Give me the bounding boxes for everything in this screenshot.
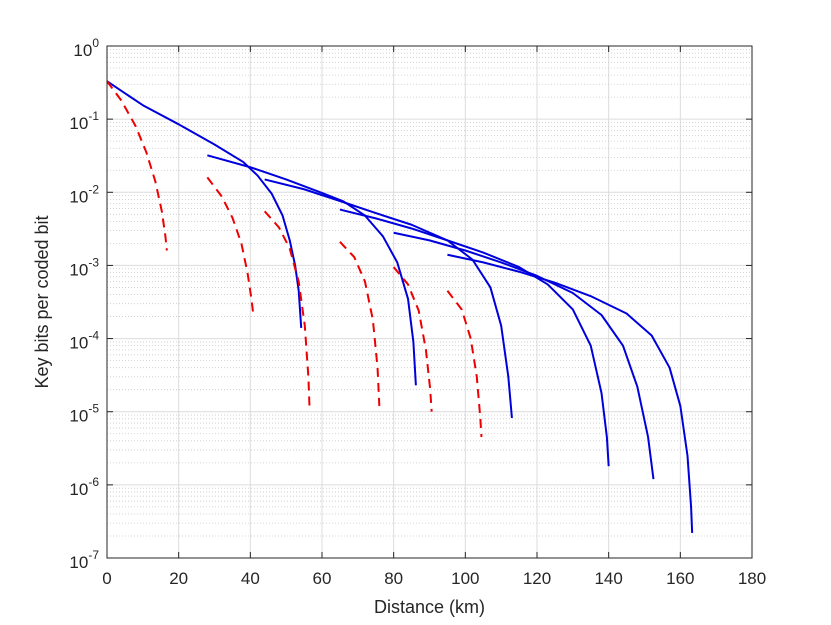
x-tick-label: 0 [102, 569, 111, 588]
x-tick-label: 160 [666, 569, 694, 588]
dashed-curve-9 [263, 210, 311, 406]
x-tick-label: 140 [594, 569, 622, 588]
x-tick-label: 120 [523, 569, 551, 588]
plot-area-border [106, 45, 753, 559]
y-tick-label: 10-1 [69, 109, 99, 133]
solid-curve-5 [393, 231, 655, 480]
y-tick-label: 100 [73, 36, 99, 60]
y-tick-label: 10-6 [69, 475, 99, 499]
x-tick-label: 100 [451, 569, 479, 588]
plot-lines [106, 80, 694, 533]
x-tick-label: 40 [241, 569, 260, 588]
dashed-curve-11 [392, 266, 433, 412]
x-axis-label: Distance (km) [374, 597, 485, 617]
x-tick-label: 60 [313, 569, 332, 588]
solid-curve-6 [447, 253, 694, 533]
x-tick-label: 80 [384, 569, 403, 588]
axis-ticks: 0 20 40 60 80 100 120 140 160 180 10-7 10-6 10-5 10-4… [69, 36, 766, 588]
y-tick-label: 10-2 [69, 182, 99, 206]
y-axis-label: Key bits per coded bit [32, 215, 52, 388]
dashed-curve-12 [446, 290, 483, 438]
x-tick-label: 20 [169, 569, 188, 588]
dashed-curve-10 [339, 241, 381, 406]
dashed-curve-7 [106, 80, 168, 251]
x-tick-label: 180 [738, 569, 766, 588]
dashed-curve-8 [206, 176, 255, 314]
y-tick-label: 10-5 [69, 402, 99, 426]
y-tick-label: 10-7 [69, 548, 99, 572]
y-tick-label: 10-4 [69, 329, 99, 353]
y-tick-label: 10-3 [69, 255, 99, 279]
